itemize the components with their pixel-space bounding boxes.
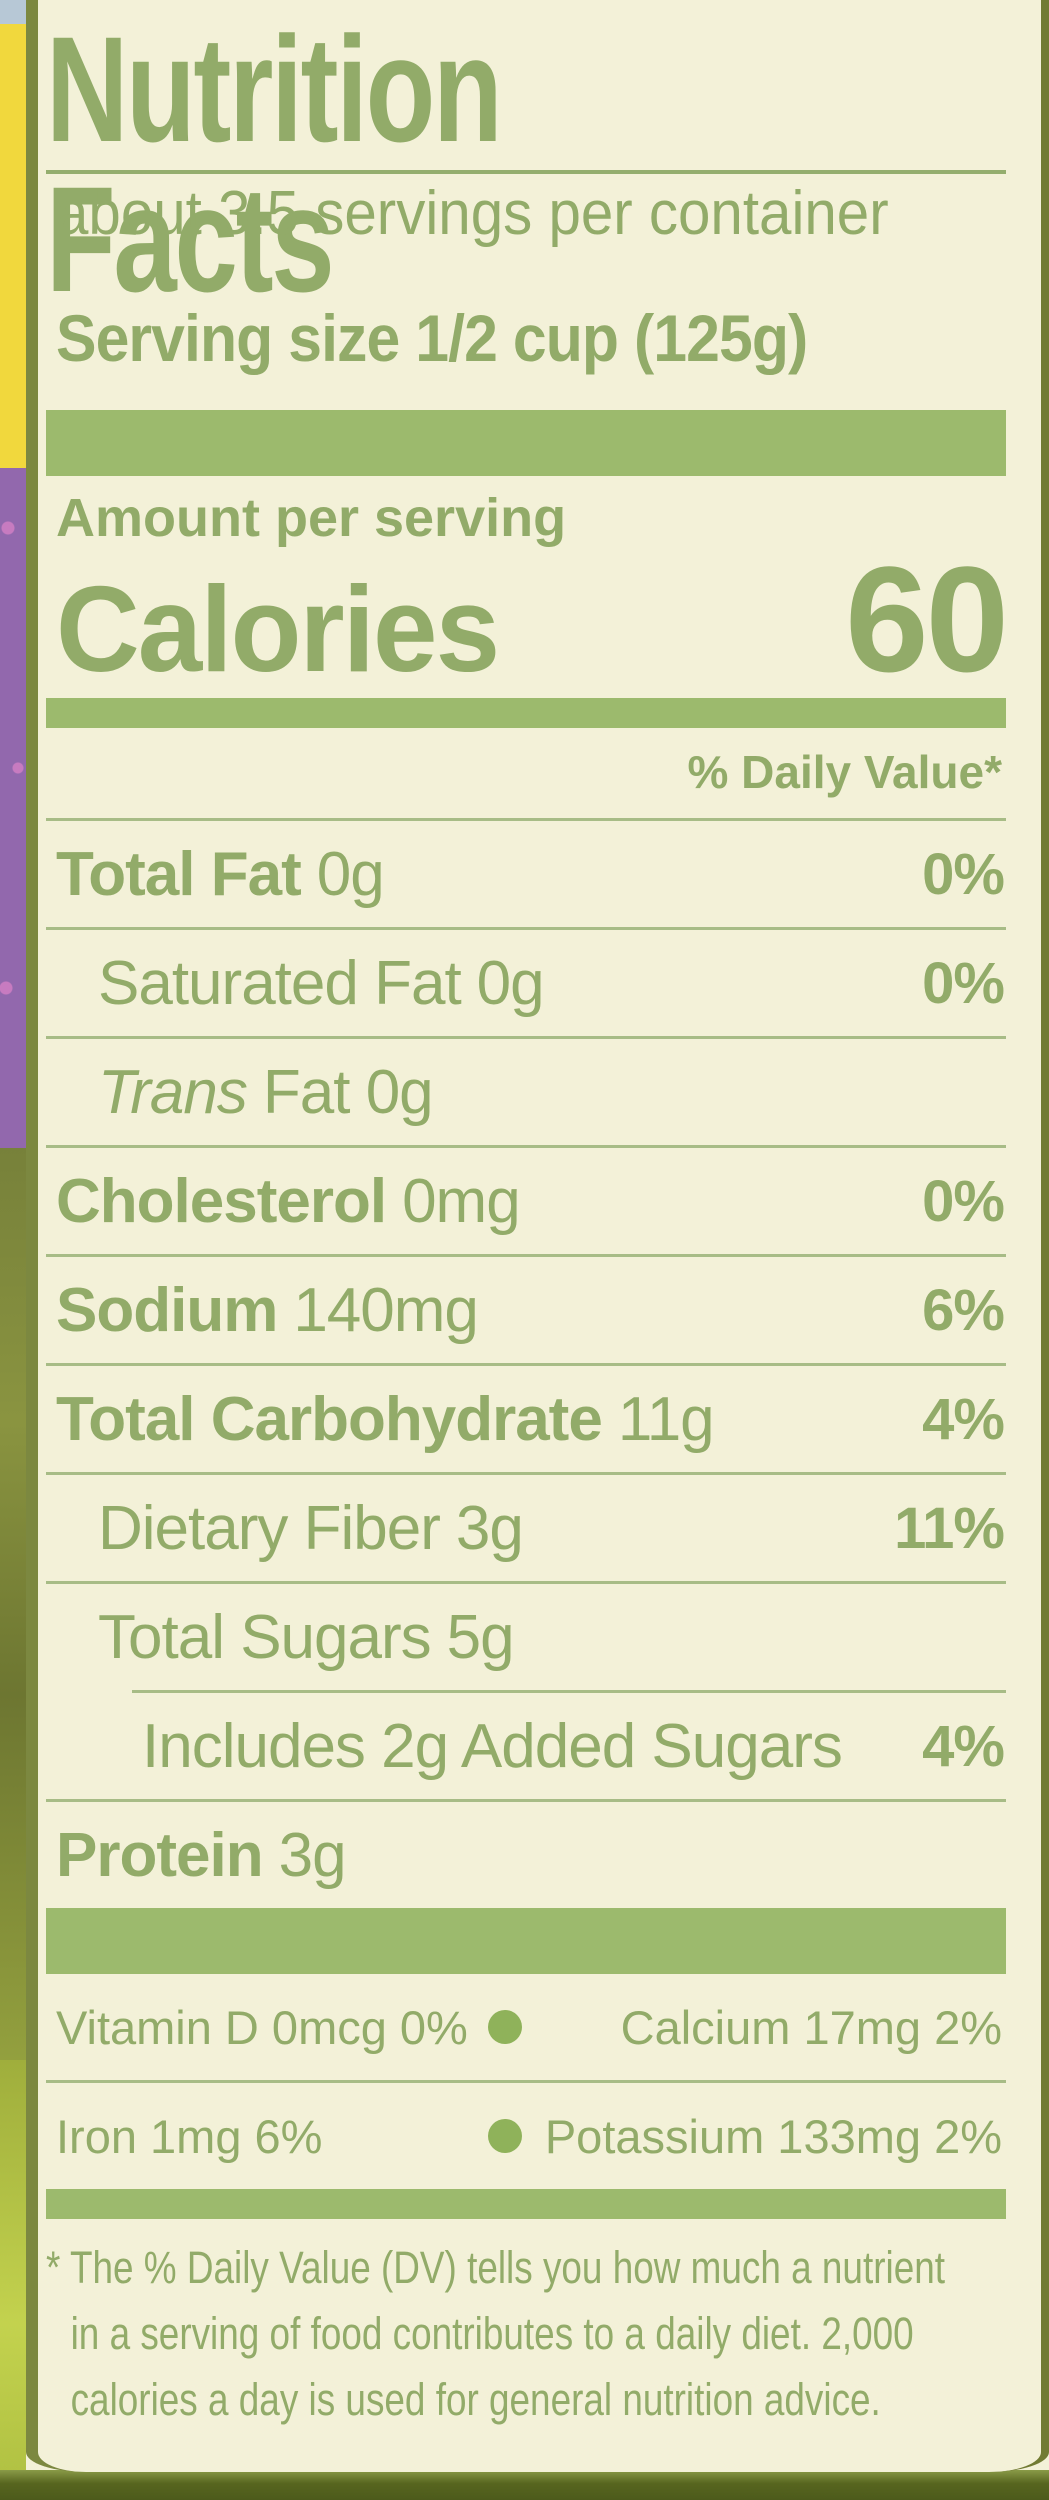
nutrient-amount: 0g xyxy=(316,839,385,909)
strip-blue-corner xyxy=(0,0,26,24)
nutrient-name: Includes 2g Added Sugars xyxy=(142,1711,843,1781)
servings-per-container: about 3.5 servings per container xyxy=(56,179,889,248)
serving-size: Serving size 1/2 cup (125g) xyxy=(56,301,808,375)
nutrient-row-total-carbohydrate: Total Carbohydrate 11g 4% xyxy=(46,1366,1006,1472)
nutrient-row-total-sugars: Total Sugars 5g xyxy=(46,1584,1006,1690)
nutrient-amount: 11g xyxy=(617,1384,715,1454)
nutrient-amount: 140mg xyxy=(293,1275,479,1345)
nutrient-amount: 3g xyxy=(455,1493,524,1563)
nutrient-row-cholesterol: Cholesterol 0mg 0% xyxy=(46,1148,1006,1254)
section-bar-thick xyxy=(46,410,1006,476)
strip-olive-segment xyxy=(0,1148,26,2060)
divider xyxy=(46,818,1006,821)
footnote-line: * The % Daily Value (DV) tells you how m… xyxy=(46,2242,945,2293)
nutrient-name: Saturated Fat xyxy=(98,948,462,1018)
nutrient-name: Total Carbohydrate xyxy=(56,1384,603,1454)
nutrient-percent: 0% xyxy=(922,950,1005,1016)
calories-label: Calories xyxy=(56,561,500,697)
nutrient-row-sodium: Sodium 140mg 6% xyxy=(46,1257,1006,1363)
amount-per-serving-label: Amount per serving xyxy=(56,488,567,548)
nutrient-row-dietary-fiber: Dietary Fiber 3g 11% xyxy=(46,1475,1006,1581)
footnote-line: in a serving of food contributes to a da… xyxy=(70,2308,914,2359)
nutrient-percent: 0% xyxy=(922,1168,1005,1234)
section-bar-medium xyxy=(46,2189,1006,2219)
micronutrient-row-vitamin-d-calcium: Vitamin D 0mcg 0% Calcium 17mg 2% xyxy=(46,1974,1006,2080)
divider xyxy=(46,1363,1006,1366)
bullet-dot-icon xyxy=(488,2119,522,2153)
bullet-dot-icon xyxy=(488,2010,522,2044)
nutrient-amount: Fat 0g xyxy=(262,1057,434,1127)
nutrient-percent: 11% xyxy=(894,1495,1005,1561)
nutrient-percent: 4% xyxy=(922,1713,1005,1779)
micronutrient-left: Vitamin D 0mcg 0% xyxy=(56,2000,468,2054)
divider-indented xyxy=(132,1690,1006,1693)
divider xyxy=(46,927,1006,930)
divider xyxy=(46,1036,1006,1039)
nutrient-row-protein: Protein 3g xyxy=(46,1802,1006,1908)
panel-title: Nutrition Facts xyxy=(46,5,503,323)
section-bar-medium xyxy=(46,698,1006,728)
micronutrient-row-iron-potassium: Iron 1mg 6% Potassium 133mg 2% xyxy=(46,2083,1006,2189)
calories-value: 60 xyxy=(845,534,1009,703)
divider xyxy=(46,1581,1006,1584)
nutrient-name: Trans xyxy=(98,1057,248,1127)
nutrient-amount: 5g xyxy=(446,1602,515,1672)
divider xyxy=(46,1472,1006,1475)
strip-purple-segment xyxy=(0,468,26,1148)
nutrient-name: Protein xyxy=(56,1820,264,1890)
divider xyxy=(46,1799,1006,1802)
nutrition-facts-panel: Nutrition Facts about 3.5 servings per c… xyxy=(26,0,1049,2472)
nutrient-name: Sodium xyxy=(56,1275,278,1345)
title-divider xyxy=(46,170,1006,174)
calories-row: Calories 60 xyxy=(46,534,1009,703)
nutrient-name: Total Fat xyxy=(56,839,302,909)
section-bar-thick xyxy=(46,1908,1006,1974)
micronutrient-right: Calcium 17mg 2% xyxy=(620,2000,1002,2054)
daily-value-footnote: * The % Daily Value (DV) tells you how m… xyxy=(46,2235,945,2433)
package-background-strip xyxy=(0,0,26,2500)
nutrient-row-total-fat: Total Fat 0g 0% xyxy=(46,821,1006,927)
divider xyxy=(46,2080,1006,2083)
divider xyxy=(46,1254,1006,1257)
nutrient-percent: 6% xyxy=(922,1277,1005,1343)
divider xyxy=(46,1145,1006,1148)
nutrient-row-trans-fat: Trans Fat 0g xyxy=(46,1039,1006,1145)
nutrient-row-added-sugars: Includes 2g Added Sugars 4% xyxy=(46,1693,1006,1799)
nutrient-amount: 0mg xyxy=(402,1166,521,1236)
footnote-line: calories a day is used for general nutri… xyxy=(70,2374,881,2425)
nutrient-percent: 4% xyxy=(922,1386,1005,1452)
strip-lime-segment xyxy=(0,2060,26,2500)
nutrient-row-saturated-fat: Saturated Fat 0g 0% xyxy=(46,930,1006,1036)
micronutrient-right: Potassium 133mg 2% xyxy=(544,2109,1002,2163)
package-bottom-edge xyxy=(0,2470,1049,2500)
nutrient-name: Total Sugars xyxy=(98,1602,432,1672)
daily-value-header: % Daily Value* xyxy=(687,746,1003,798)
nutrient-amount: 0g xyxy=(476,948,545,1018)
micronutrient-left: Iron 1mg 6% xyxy=(56,2109,323,2163)
nutrient-percent: 0% xyxy=(922,841,1005,907)
nutrient-name: Dietary Fiber xyxy=(98,1493,441,1563)
nutrient-amount: 3g xyxy=(278,1820,347,1890)
strip-yellow-segment xyxy=(0,22,26,468)
nutrient-name: Cholesterol xyxy=(56,1166,387,1236)
